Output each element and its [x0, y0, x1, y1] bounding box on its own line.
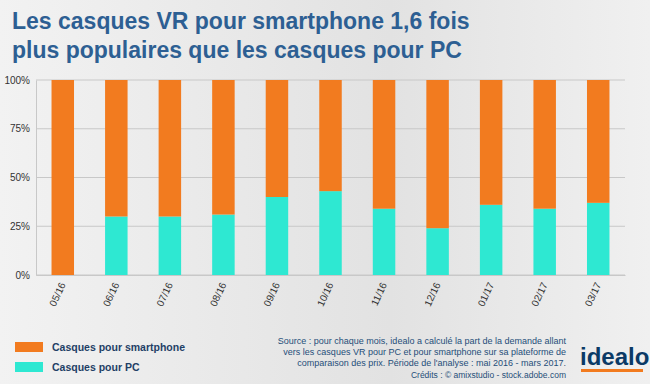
- bar: [533, 80, 555, 209]
- bar: [533, 209, 555, 275]
- series: [52, 80, 610, 275]
- source: Source : pour chaque mois, idealo a calc…: [278, 336, 567, 380]
- tick: 06/16: [101, 275, 122, 308]
- bar: [105, 80, 127, 217]
- bar: [159, 217, 181, 276]
- bar: [212, 215, 234, 275]
- tick: 05/16: [47, 275, 68, 308]
- axis-line: [36, 81, 37, 276]
- logo: idealo: [580, 343, 649, 372]
- legend-label: Casques pour PC: [52, 361, 140, 373]
- bar: [52, 80, 74, 275]
- tick-label: 01/17: [476, 280, 497, 308]
- tick-label: 06/16: [101, 280, 122, 308]
- tick: 02/17: [529, 275, 550, 308]
- tick: 11/16: [369, 275, 389, 307]
- tick-label: 05/16: [47, 280, 68, 308]
- tick-label: 0%: [16, 270, 31, 281]
- credits: Crédits : © amixstudio - stock.adobe.com: [411, 370, 566, 380]
- title-line: Les casques VR pour smartphone 1,6 fois: [12, 8, 470, 34]
- bar: [266, 197, 288, 275]
- tick: 01/17: [476, 275, 497, 308]
- bar: [426, 228, 448, 275]
- axis-line: [37, 275, 626, 276]
- tick-label: 07/16: [154, 280, 175, 308]
- tick: 0%: [16, 270, 36, 281]
- tick-label: 75%: [10, 123, 30, 134]
- bar: [373, 80, 395, 209]
- tick-label: 08/16: [208, 280, 229, 308]
- tick: 09/16: [261, 275, 282, 308]
- title-line: plus populaires que les casques pour PC: [12, 37, 462, 63]
- bars: [52, 80, 610, 275]
- tick: 07/16: [154, 275, 175, 308]
- tick-label: 50%: [10, 172, 30, 183]
- logo-text: idealo: [580, 343, 649, 370]
- tick-label: 03/17: [583, 280, 604, 308]
- legend-swatch: [15, 342, 43, 352]
- x-axis: 05/16 06/16 07/16 08/16 09/16 10/16 11/16 12/16…: [37, 275, 626, 308]
- tick: 10/16: [315, 275, 336, 308]
- tick-label: 100%: [4, 75, 30, 86]
- tick-label: 25%: [10, 221, 30, 232]
- bar: [587, 80, 609, 203]
- title: Les casques VR pour smartphone 1,6 fois p…: [12, 8, 470, 63]
- source-line: comparaison des prix. Période de l'analy…: [297, 358, 566, 368]
- bar: [426, 80, 448, 228]
- tick-label: 11/16: [369, 280, 389, 307]
- tick: 03/17: [583, 275, 604, 308]
- bar: [159, 80, 181, 217]
- bar: [266, 80, 288, 197]
- legend: Casques pour smartphone Casques pour PC: [15, 341, 185, 373]
- tick-label: 12/16: [422, 280, 443, 308]
- tick-label: 10/16: [315, 280, 336, 308]
- tick: 50%: [10, 172, 36, 183]
- tick: 75%: [10, 123, 36, 134]
- bar: [480, 80, 502, 205]
- tick: 12/16: [422, 275, 443, 308]
- tick: 100%: [4, 75, 36, 86]
- chart: Les casques VR pour smartphone 1,6 fois p…: [0, 0, 650, 384]
- legend-label: Casques pour smartphone: [52, 341, 185, 353]
- bar: [105, 217, 127, 276]
- bar: [212, 80, 234, 215]
- tick-label: 02/17: [529, 280, 550, 308]
- bar: [319, 191, 341, 275]
- source-line: vers les casques VR pour PC et pour smar…: [283, 347, 566, 357]
- tick: 08/16: [208, 275, 229, 308]
- legend-swatch: [15, 362, 43, 372]
- logo-underline: [581, 369, 643, 372]
- bar: [587, 203, 609, 275]
- grid: [36, 80, 625, 275]
- source-line: Source : pour chaque mois, idealo a calc…: [278, 336, 567, 346]
- tick-label: 09/16: [261, 280, 282, 308]
- tick: 25%: [10, 221, 36, 232]
- bar: [319, 80, 341, 191]
- bar: [480, 205, 502, 275]
- y-axis: 0% 25% 50% 75% 100%: [4, 75, 36, 281]
- background: [0, 0, 650, 384]
- bar: [373, 209, 395, 275]
